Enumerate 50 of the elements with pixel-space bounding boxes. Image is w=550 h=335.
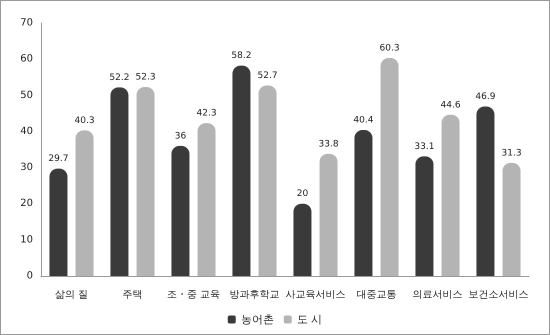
data-label: 29.7 [48,154,68,164]
bar [171,146,190,276]
bar [76,130,94,276]
data-label: 60.3 [380,44,400,54]
x-tick-label: 주택 [122,290,142,300]
bar [354,130,372,276]
bar [442,114,460,276]
legend-label: 도 시 [296,313,322,326]
bar [110,87,128,276]
data-label: 36 [174,131,186,142]
data-label: 42.3 [196,108,217,119]
bar [320,154,338,276]
y-tick-label: 40 [20,126,33,137]
x-tick-label: 보건소서비스 [468,290,528,300]
bar [232,66,250,276]
data-label: 46.9 [475,92,496,102]
data-label: 52.3 [136,72,156,82]
data-label: 40.4 [353,115,374,126]
data-label: 44.6 [440,100,461,110]
data-label: 58.2 [231,51,252,62]
x-tick-label: 삶의 질 [54,290,88,300]
bar [293,204,312,276]
data-label: 33.1 [414,142,434,152]
bar [476,106,494,276]
bar [198,123,216,276]
bar [136,86,155,276]
x-tick-label: 의료서비스 [412,290,462,300]
bar [502,162,521,276]
data-label: 20 [296,189,308,200]
y-tick-label: 10 [20,234,33,246]
bar [380,58,399,276]
y-tick-label: 70 [20,18,33,28]
x-tick-label: 사교육서비스 [286,290,346,300]
data-label: 40.3 [74,116,95,126]
y-tick-label: 30 [20,162,33,174]
data-label: 31.3 [502,148,522,158]
x-tick-label: 대중교통 [356,290,396,300]
y-tick-label: 60 [20,54,33,65]
x-tick-label: 조・중 교육 [166,290,220,300]
y-tick-label: 20 [20,198,33,210]
y-tick-label: 50 [20,90,33,101]
data-label: 33.8 [318,139,339,150]
legend-label: 농어촌 [240,313,274,326]
data-label: 52.2 [109,72,130,83]
bar [415,156,434,276]
y-tick-label: 0 [26,270,33,282]
bar [49,168,68,276]
data-label: 52.7 [258,71,278,82]
x-tick-label: 방과후학교 [230,290,280,300]
bar [258,86,277,276]
